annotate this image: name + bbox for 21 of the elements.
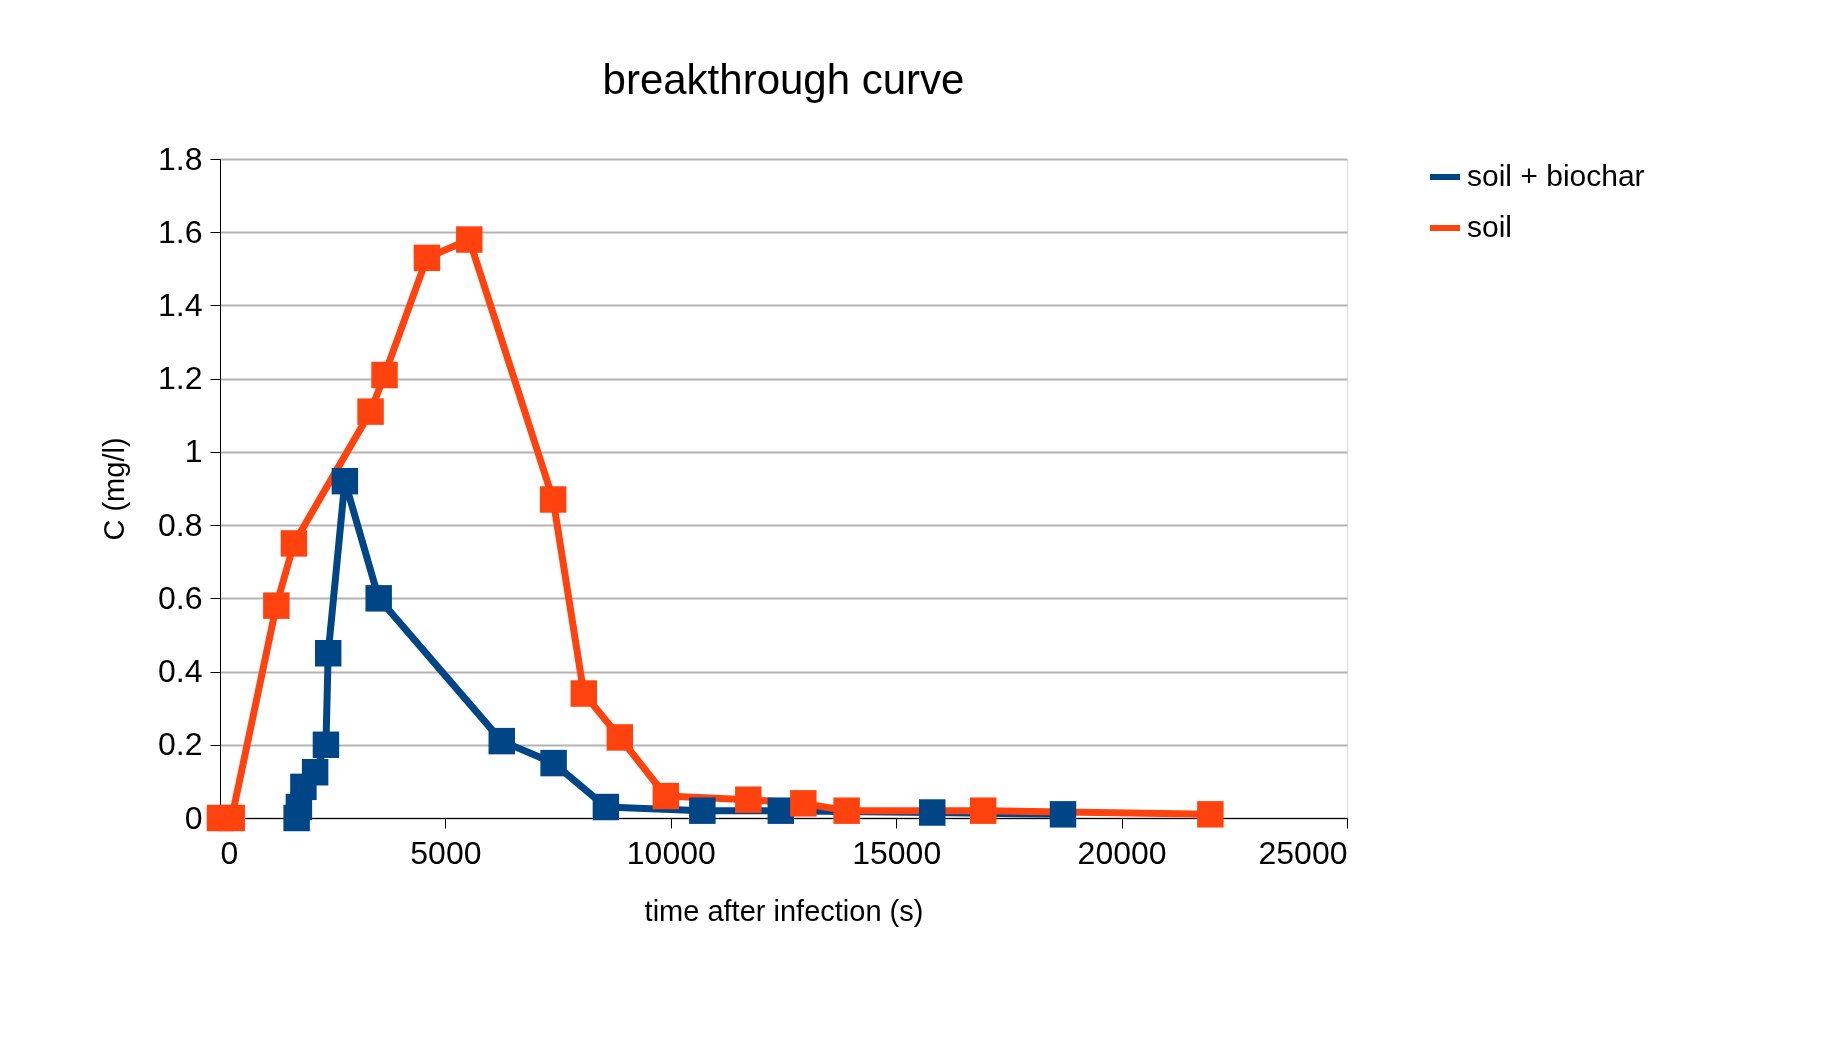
y-tick-label: 1.6 xyxy=(158,213,203,250)
x-tick-label: 20000 xyxy=(1077,834,1167,871)
legend-label: soil + biochar xyxy=(1467,159,1645,192)
y-axis-title: C (mg/l) xyxy=(98,437,131,541)
y-tick-label: 0 xyxy=(184,799,203,836)
x-tick-label: 0 xyxy=(220,834,239,871)
legend-label: soil xyxy=(1467,210,1513,243)
y-tick-label: 0.8 xyxy=(158,506,203,543)
x-tick-label: 15000 xyxy=(852,834,942,871)
y-tick-label: 1 xyxy=(184,433,203,470)
y-tick-label: 1.8 xyxy=(158,140,203,177)
y-tick-label: 1.2 xyxy=(158,360,203,397)
x-axis-title: time after infection (s) xyxy=(644,894,924,927)
y-tick-label: 0.4 xyxy=(158,653,203,690)
x-tick-label: 10000 xyxy=(626,834,716,871)
chart-title: breakthrough curve xyxy=(602,56,965,103)
x-tick-label: 5000 xyxy=(410,834,482,871)
x-tick-label: 25000 xyxy=(1258,834,1348,871)
y-tick-label: 0.2 xyxy=(158,726,203,763)
y-tick-label: 0.6 xyxy=(158,579,203,616)
y-tick-label: 1.4 xyxy=(158,286,203,323)
